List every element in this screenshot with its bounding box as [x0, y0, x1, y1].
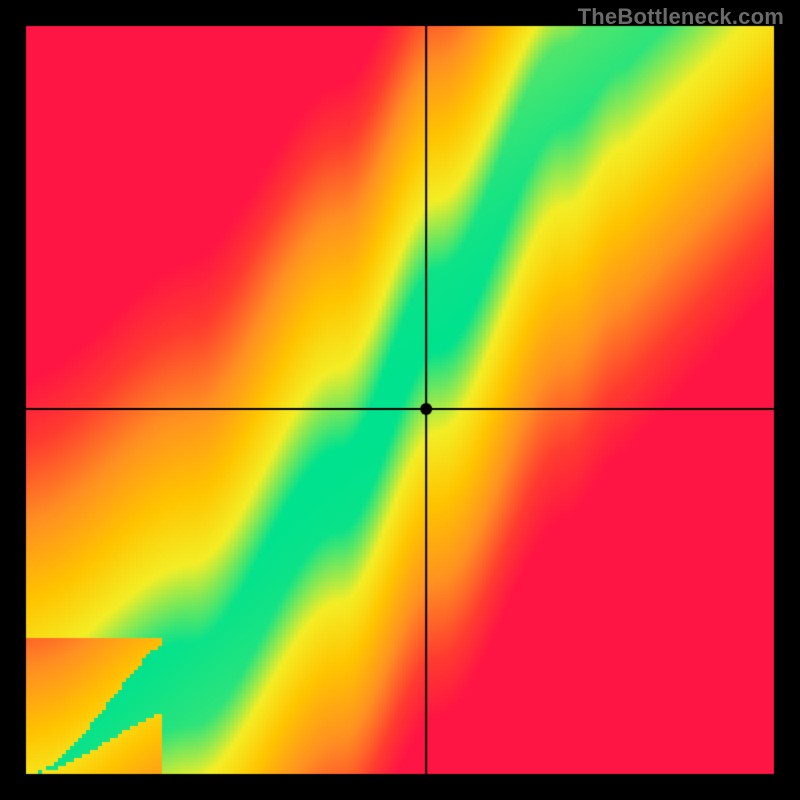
watermark-text: TheBottleneck.com — [578, 4, 784, 30]
page-root: TheBottleneck.com — [0, 0, 800, 800]
bottleneck-heatmap — [0, 0, 800, 800]
